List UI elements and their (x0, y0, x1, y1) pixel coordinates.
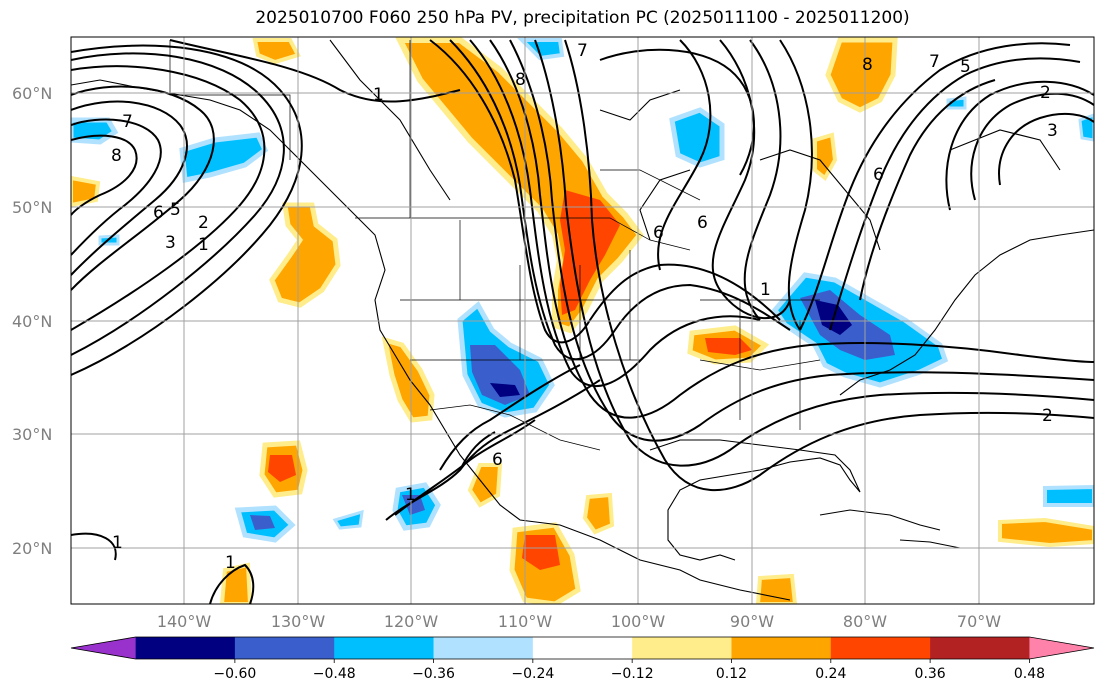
precip-negative-sw-core (490, 383, 520, 397)
contour-label: 7 (122, 112, 133, 132)
contour-label: 6 (492, 450, 503, 470)
contour-label: 1 (112, 533, 123, 553)
contour-label: 1 (198, 235, 209, 255)
contour-label: 1 (760, 280, 771, 300)
contour-label: 8 (515, 70, 526, 90)
precip-strong-mexico (522, 535, 560, 570)
colorbar-cell (532, 637, 633, 659)
precip-negative-top (517, 38, 565, 61)
contour-label: 8 (111, 146, 122, 166)
political-borders (169, 40, 821, 451)
lon-label: 130°W (271, 612, 326, 631)
contour-label: 6 (653, 223, 664, 243)
colorbar-cell (930, 637, 1030, 659)
colorbar-cell (632, 637, 732, 659)
contour-label: 3 (1047, 121, 1058, 141)
precip-positive-west-edge (71, 175, 101, 208)
precip-positive-caribbean (755, 573, 798, 604)
precip-positive-atlantic (998, 517, 1094, 548)
contour-label: 7 (929, 52, 940, 72)
map-content: 7 8 6 5 3 2 1 1 8 7 6 6 7 2 1 1 6 8 5 3 … (71, 37, 1094, 604)
contour-label: 5 (960, 57, 971, 77)
colorbar-tick-label: 0.48 (1014, 666, 1045, 682)
lat-label: 40°N (12, 312, 52, 331)
precip-positive-gulf2 (582, 492, 615, 535)
colorbar-tick-label: 0.36 (915, 666, 946, 682)
lon-label: 110°W (498, 612, 553, 631)
contour-labels: 7 8 6 5 3 2 1 1 8 7 6 6 7 2 1 1 6 8 5 3 … (111, 41, 1058, 573)
lon-axis: 140°W 130°W 120°W 110°W 100°W 90°W 80°W … (157, 612, 1001, 631)
contour-label: 1 (225, 553, 236, 573)
precip-negative-pacific-sub-mid (250, 515, 275, 530)
lon-label: 70°W (957, 612, 1001, 631)
map-frame (70, 36, 1095, 605)
contour-label: 6 (697, 213, 708, 233)
colorbar: −0.60 −0.48 −0.36 −0.24 −0.12 0.12 0.24 0.36 0.4… (70, 636, 1095, 682)
precip-negative-small-d (332, 509, 364, 530)
graticule (71, 37, 1094, 604)
precip-negative-hudson (669, 107, 725, 168)
contour-label: 2 (198, 213, 209, 233)
contour-label: 2 (1040, 83, 1051, 103)
colorbar-cell (830, 637, 931, 659)
contour-label: 6 (873, 165, 884, 185)
colorbar-outline (70, 636, 1095, 660)
lon-label: 90°W (730, 612, 774, 631)
lon-label: 80°W (843, 612, 887, 631)
colorbar-tick-label: −0.36 (412, 666, 455, 682)
contour-label: 6 (153, 203, 164, 223)
colorbar-tick-label: −0.12 (611, 666, 654, 682)
lat-label: 60°N (12, 84, 52, 103)
colorbar-tick-label: −0.60 (213, 666, 256, 682)
precip-positive-small (813, 132, 838, 182)
contour-label: 7 (577, 41, 588, 61)
map-title: 2025010700 F060 250 hPa PV, precipitatio… (255, 8, 910, 28)
contour-label: 2 (1042, 406, 1053, 426)
precip-shading (71, 37, 1094, 604)
colorbar-extend-high (1029, 637, 1094, 659)
colorbar-extend-low (71, 637, 136, 659)
contour-label: 8 (862, 55, 873, 75)
colorbar-cell (334, 637, 435, 659)
lon-label: 100°W (611, 612, 666, 631)
precip-negative-ne-edge (1078, 113, 1094, 142)
colorbar-tick-label: −0.48 (313, 666, 356, 682)
precip-strong-pacific-sub (268, 455, 296, 482)
lat-label: 20°N (12, 539, 52, 558)
precip-positive-baja (381, 336, 435, 423)
precip-negative-gulf-alaska (179, 132, 269, 183)
colorbar-tick-label: −0.24 (511, 666, 554, 682)
precip-strong-canada (560, 190, 620, 315)
precip-negative-mexico-pac-mid (402, 495, 425, 515)
colorbar-cell (234, 637, 335, 659)
lon-label: 140°W (157, 612, 212, 631)
lon-label: 120°W (384, 612, 439, 631)
precip-positive-pacific-nw (269, 202, 341, 308)
lat-label: 50°N (12, 198, 52, 217)
lat-label: 30°N (12, 425, 52, 444)
precip-positive-top (252, 38, 301, 65)
colorbar-cell (433, 637, 534, 659)
colorbar-tick-label: 0.12 (716, 666, 747, 682)
contour-label: 3 (165, 233, 176, 253)
lat-axis: 60°N 50°N 40°N 30°N 20°N (12, 84, 52, 558)
colorbar-tick-label: 0.24 (815, 666, 846, 682)
contour-label: 1 (373, 85, 384, 105)
contour-label: 5 (170, 200, 181, 220)
precip-negative-atlantic (1043, 484, 1094, 507)
colorbar-cell (731, 637, 832, 659)
colorbar-cell (135, 637, 236, 659)
contour-label: 1 (405, 485, 416, 505)
